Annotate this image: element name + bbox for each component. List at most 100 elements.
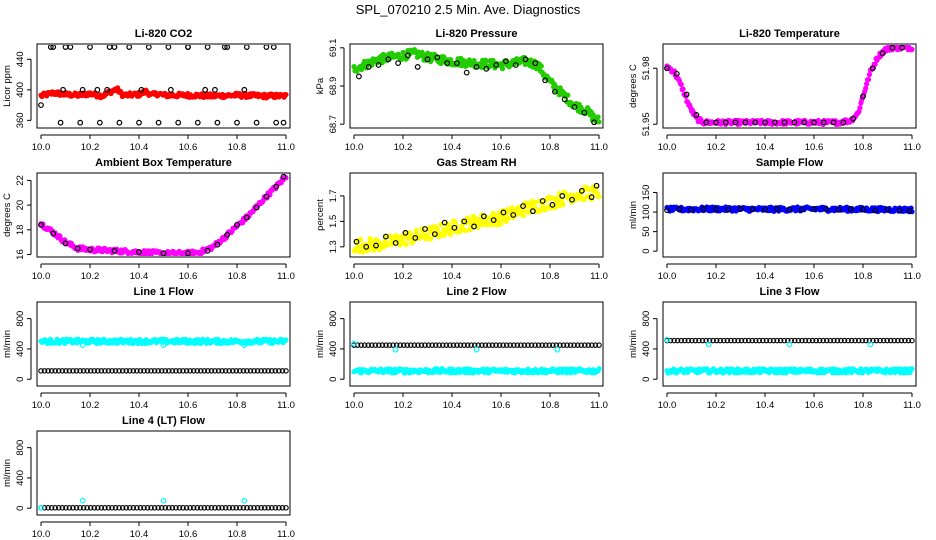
- y-axis-label: percent: [315, 199, 326, 231]
- data-series: [356, 52, 597, 126]
- data-point: [151, 368, 158, 374]
- data-point: [676, 206, 683, 213]
- x-tick-label: 10.6: [492, 142, 511, 153]
- data-point: [229, 368, 236, 374]
- data-point: [500, 342, 506, 348]
- data-point: [705, 341, 712, 348]
- data-point: [96, 119, 103, 126]
- data-point: [685, 337, 692, 344]
- data-point: [229, 505, 236, 511]
- data-point: [781, 337, 787, 344]
- x-tick-label: 10.4: [756, 400, 775, 411]
- data-point: [41, 505, 48, 511]
- data-point: [263, 193, 270, 200]
- data-point: [253, 119, 260, 126]
- data-point: [425, 342, 432, 348]
- data-point: [402, 229, 409, 236]
- data-point: [725, 206, 732, 213]
- y-axis: 1.3 1.5 1.7: [328, 189, 345, 253]
- data-point: [450, 342, 457, 348]
- x-axis: 10.0 10.2 10.4 10.6 10.8 11.0: [32, 263, 295, 282]
- data-series: [664, 366, 915, 376]
- data-point: [840, 119, 847, 126]
- data-point: [777, 337, 784, 344]
- data-point: [674, 337, 681, 344]
- data-point: [87, 368, 94, 374]
- data-point: [198, 505, 204, 511]
- data-point: [384, 242, 390, 248]
- data-point: [863, 337, 869, 344]
- data-point: [155, 368, 161, 374]
- data-point: [413, 227, 420, 233]
- plot-frame: [349, 172, 604, 258]
- data-point: [532, 342, 538, 348]
- data-point: [180, 368, 186, 374]
- data-series: [38, 497, 248, 511]
- data-point: [870, 337, 876, 344]
- data-point: [219, 368, 225, 374]
- data-series: [38, 45, 287, 126]
- data-point: [254, 505, 261, 511]
- data-point: [408, 342, 414, 348]
- data-point: [742, 337, 748, 344]
- data-point: [489, 222, 495, 228]
- data-point: [38, 221, 44, 228]
- data-point: [98, 368, 105, 374]
- data-point: [468, 342, 474, 348]
- data-point: [431, 231, 438, 237]
- plot-area: [38, 497, 289, 511]
- data-point: [136, 249, 142, 255]
- plot-frame: [662, 43, 917, 129]
- data-point: [835, 206, 842, 213]
- data-point: [542, 77, 548, 84]
- y-tick-label: 360: [15, 112, 26, 128]
- data-point: [205, 505, 211, 511]
- data-point: [703, 119, 710, 126]
- chart-panel: Line 1 Flow 10.0 10.2 10.4 10.6 10.8 11.0 0 400 8…: [2, 286, 295, 411]
- x-tick-label: 11.0: [590, 142, 608, 153]
- x-axis: 10.0 10.2 10.4 10.6 10.8 11.0: [32, 521, 295, 540]
- data-point: [471, 58, 477, 64]
- y-tick-label: 800: [15, 440, 26, 456]
- data-point: [166, 368, 172, 374]
- data-point: [251, 368, 257, 374]
- data-point: [852, 337, 858, 344]
- data-point: [258, 368, 264, 374]
- y-tick-label: 16: [15, 249, 26, 260]
- y-axis: 360 400 440: [15, 51, 32, 128]
- data-point: [119, 505, 126, 511]
- data-point: [112, 368, 119, 374]
- data-point: [137, 505, 144, 511]
- data-point: [60, 86, 66, 93]
- data-series: [38, 336, 289, 347]
- y-tick-label: 400: [15, 470, 26, 486]
- data-point: [222, 368, 229, 374]
- data-point: [144, 368, 151, 374]
- y-axis: 51.95 51.98: [641, 56, 658, 136]
- data-point: [137, 368, 144, 374]
- data-point: [130, 368, 137, 374]
- data-point: [351, 63, 357, 70]
- data-point: [204, 45, 211, 50]
- data-point: [728, 337, 734, 344]
- data-point: [47, 45, 54, 50]
- data-point: [215, 505, 222, 511]
- data-point: [588, 194, 595, 201]
- data-point: [528, 342, 535, 348]
- data-point: [595, 114, 601, 120]
- data-point: [898, 337, 905, 344]
- data-point: [392, 346, 399, 353]
- x-tick-label: 10.6: [179, 142, 198, 153]
- data-point: [70, 505, 76, 511]
- data-point: [283, 505, 289, 511]
- data-point: [272, 368, 279, 374]
- data-point: [713, 206, 719, 213]
- data-point: [432, 342, 439, 348]
- x-tick-label: 10.6: [805, 271, 824, 282]
- y-axis: 0 400 800: [641, 311, 658, 382]
- data-point: [358, 342, 364, 348]
- data-point: [123, 368, 129, 374]
- plot-frame: [36, 430, 291, 516]
- data-point: [909, 366, 915, 372]
- data-point: [221, 45, 228, 50]
